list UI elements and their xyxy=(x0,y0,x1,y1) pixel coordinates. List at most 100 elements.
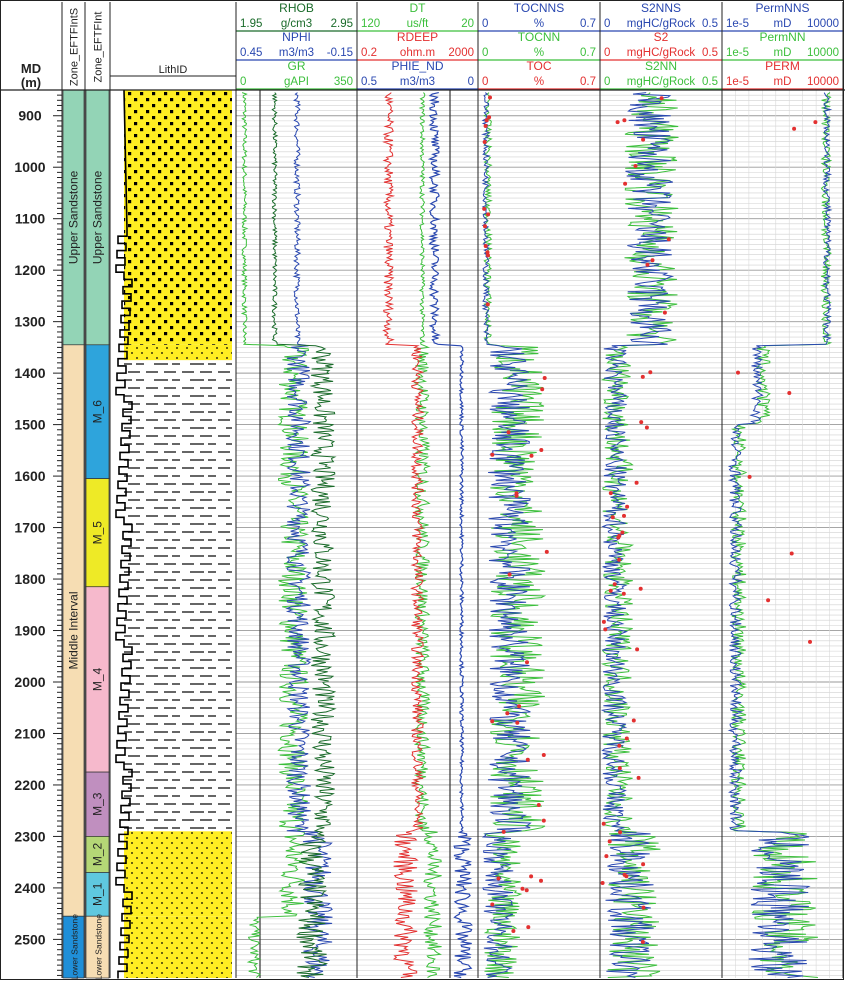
toc-sample-point xyxy=(484,118,489,123)
zone-label: M_4 xyxy=(91,667,105,691)
depth-tick-label: 1300 xyxy=(14,314,45,330)
depth-tick-label: 2300 xyxy=(14,828,45,844)
toc-sample-point xyxy=(515,720,520,725)
curve-unit-label: mgHC/gRock xyxy=(627,76,696,88)
curve-min-label: 1e-5 xyxy=(726,76,749,88)
s2-sample-point xyxy=(607,839,612,844)
toc-sample-point xyxy=(536,803,541,807)
depth-tick-label: 2100 xyxy=(14,725,45,741)
curve-name-label: NPHI xyxy=(282,30,311,44)
depth-tick-label: 1500 xyxy=(14,417,45,433)
curve-max-label: 0.5 xyxy=(702,76,718,88)
s2-sample-point xyxy=(650,258,655,263)
lith-interval xyxy=(124,360,232,832)
curve-unit-label: mgHC/gRock xyxy=(627,47,696,59)
toc-sample-point xyxy=(485,302,490,307)
toc-sample-point xyxy=(496,876,501,881)
s2-sample-point xyxy=(608,491,613,496)
rdeep-curve xyxy=(382,92,425,978)
s2-sample-point xyxy=(641,862,646,867)
curve-unit-label: % xyxy=(534,18,544,30)
toc-sample-point xyxy=(490,719,495,724)
lith-header: LithID xyxy=(159,64,188,76)
curve-max-label: 20 xyxy=(461,18,474,30)
s2-sample-point xyxy=(624,874,629,879)
s2-sample-point xyxy=(641,905,646,910)
toc-sample-point xyxy=(482,206,487,211)
toc-sample-point xyxy=(505,711,510,716)
s2-sample-point xyxy=(662,310,667,315)
curve-unit-label: ohm.m xyxy=(400,47,435,59)
curve-min-label: 0.45 xyxy=(240,47,262,59)
lith-boundary-line xyxy=(115,89,133,979)
curve-name-label: TOCNNS xyxy=(514,1,564,15)
depth-tick-label: 1600 xyxy=(14,468,45,484)
s2-sample-point xyxy=(615,120,620,125)
toc-sample-point xyxy=(520,886,525,891)
curve-max-label: 0 xyxy=(468,76,474,88)
curve-name-label: PERM xyxy=(765,59,800,73)
s2-sample-point xyxy=(612,582,617,587)
perm-sample-point xyxy=(792,126,797,131)
toc-sample-point xyxy=(529,453,534,458)
curve-name-label: GR xyxy=(288,59,306,73)
s2-sample-point xyxy=(638,586,643,591)
curve-max-label: 0.5 xyxy=(702,18,718,30)
curve-unit-label: mD xyxy=(774,76,792,88)
s2-sample-point xyxy=(610,515,615,520)
toc-sample-point xyxy=(539,878,543,883)
curve-unit-label: gAPI xyxy=(284,76,309,88)
curve-unit-label: mgHC/gRock xyxy=(627,18,696,30)
depth-tick-label: 2400 xyxy=(14,880,45,896)
curve-unit-label: m3/m3 xyxy=(400,76,435,88)
toc-sample-point xyxy=(506,430,511,435)
toc-sample-point xyxy=(529,874,534,879)
zone-label: Upper Sandstone xyxy=(67,170,81,264)
track-header: DT 120 us/ft 20 RDEEP 0.2 ohm.m 2000 PHIE_ND 0.5 m… xyxy=(357,1,478,90)
toc-sample-point xyxy=(525,757,530,762)
curve-min-label: 1.95 xyxy=(240,18,262,30)
curve-min-label: 0 xyxy=(604,76,610,88)
toc-sample-point xyxy=(482,140,487,144)
perm-sample-point xyxy=(766,598,771,603)
track-header: TOCNNS 0% 0.7 TOCNN 0% 0.7 TOC 0% 0.7 xyxy=(478,1,600,90)
toc-sample-point xyxy=(541,818,546,823)
s2-sample-point xyxy=(616,535,621,540)
depth-tick-label: 2000 xyxy=(14,674,45,690)
s2-sample-point xyxy=(617,557,622,562)
toc-sample-point xyxy=(490,452,495,457)
curve-max-label: 0.7 xyxy=(580,76,596,88)
depth-tick-label: 2200 xyxy=(14,777,45,793)
curve-unit-label: g/cm3 xyxy=(281,18,312,30)
curve-name-label: S2NN xyxy=(645,59,677,73)
depth-axis: 900 1000 1100 1200 1300 1400 1500 1600 1700 1800 1… xyxy=(14,89,62,976)
perm-sample-point xyxy=(813,120,818,125)
zone-label: M_1 xyxy=(91,882,105,906)
curve-min-label: 0 xyxy=(482,76,488,88)
zone-block xyxy=(62,915,85,979)
toc-sample-point xyxy=(486,212,491,217)
curve-name-label: S2NNS xyxy=(641,1,681,15)
s2-sample-point xyxy=(618,830,623,835)
depth-tick-label: 1900 xyxy=(14,623,45,639)
depth-tick-label: 900 xyxy=(18,108,42,124)
s2-sample-point xyxy=(659,96,664,101)
zone-label: M_6 xyxy=(91,400,105,424)
tocnn-curve xyxy=(482,92,547,978)
curve-max-label: -0.15 xyxy=(327,47,353,59)
s2-sample-point xyxy=(644,425,649,430)
toc-sample-point xyxy=(485,250,490,255)
curve-max-label: 0.7 xyxy=(580,47,596,59)
perm-sample-point xyxy=(747,474,752,479)
curve-max-label: 2000 xyxy=(448,47,474,59)
zone-label: M_3 xyxy=(91,792,105,816)
curve-unit-label: % xyxy=(534,47,544,59)
toc-sample-point xyxy=(540,387,545,392)
s2-sample-point xyxy=(603,627,608,632)
depth-tick-label: 1700 xyxy=(14,520,45,536)
curve-unit-label: mD xyxy=(774,47,792,59)
lith-interval xyxy=(124,344,232,361)
toc-sample-point xyxy=(511,929,516,933)
phie-curve xyxy=(427,92,473,979)
toc-sample-point xyxy=(524,888,529,893)
